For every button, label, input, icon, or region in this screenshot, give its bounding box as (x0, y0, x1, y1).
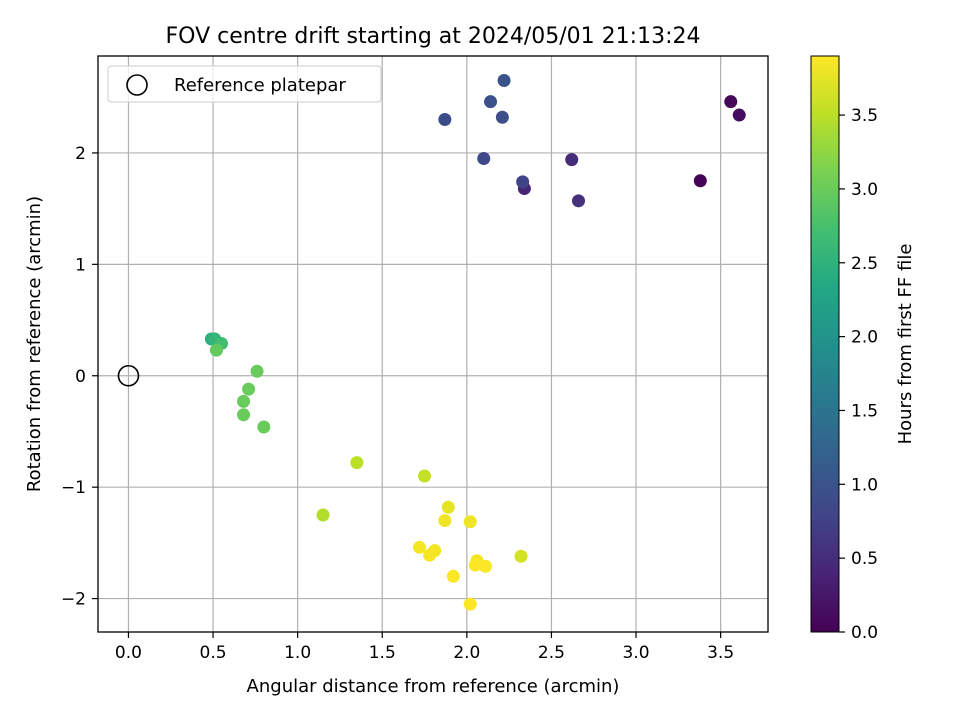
data-point (478, 559, 492, 573)
x-tick-label: 1.0 (284, 643, 311, 663)
data-point (724, 95, 738, 109)
data-point (441, 500, 455, 514)
data-point (423, 548, 437, 562)
colorbar-tick-label: 2.0 (851, 328, 878, 348)
x-axis-label: Angular distance from reference (arcmin) (247, 676, 620, 697)
data-point (484, 95, 498, 109)
data-point (572, 194, 586, 208)
data-point (565, 153, 579, 167)
colorbar-tick-label: 3.0 (851, 180, 878, 200)
y-tick-label: 0 (75, 367, 86, 387)
data-point (732, 108, 746, 122)
data-point (463, 515, 477, 529)
data-point (693, 174, 707, 188)
data-point (237, 408, 251, 422)
legend-marker-icon (126, 74, 148, 96)
colorbar-label: Hours from first FF file (895, 244, 916, 445)
x-axis-ticks: 0.0 0.5 1.0 1.5 2.0 2.5 3.0 3.5 (115, 632, 734, 663)
colorbar-tick-label: 0.0 (851, 623, 878, 643)
data-point (477, 151, 491, 165)
data-point (257, 420, 271, 434)
data-point (418, 469, 432, 483)
data-point (438, 514, 452, 528)
x-tick-label: 2.5 (538, 643, 565, 663)
data-point (242, 382, 256, 396)
data-point (237, 394, 251, 408)
colorbar-tick-label: 1.5 (851, 401, 878, 421)
y-axis-ticks: −2 −1 0 1 2 (61, 144, 98, 610)
data-points (204, 74, 746, 611)
y-tick-label: 1 (75, 255, 86, 275)
data-point (463, 597, 477, 611)
data-point (412, 540, 426, 554)
y-axis-label: Rotation from reference (arcmin) (24, 196, 45, 492)
data-point (514, 549, 528, 563)
data-point (316, 508, 330, 522)
legend-box (107, 65, 382, 103)
colorbar-ticks: 0.0 0.5 1.0 1.5 2.0 2.5 3.0 3.5 (839, 106, 878, 643)
x-tick-label: 3.0 (623, 643, 650, 663)
y-tick-label: −2 (61, 590, 86, 610)
x-tick-label: 0.5 (200, 643, 227, 663)
legend: Reference platepar (107, 65, 382, 103)
colorbar-tick-label: 1.0 (851, 475, 878, 495)
colorbar-tick-label: 3.5 (851, 106, 878, 126)
data-point (250, 364, 264, 378)
plot-area-frame (97, 55, 769, 633)
data-point (497, 74, 511, 88)
data-point (516, 175, 530, 189)
x-tick-label: 2.0 (453, 643, 480, 663)
legend-entry-reference-platepar: Reference platepar (174, 75, 346, 96)
data-point (468, 558, 482, 572)
x-tick-label: 1.5 (369, 643, 396, 663)
data-point (350, 456, 364, 470)
y-tick-label: 2 (75, 144, 86, 164)
x-tick-label: 0.0 (115, 643, 142, 663)
data-point (438, 113, 452, 127)
colorbar-tick-label: 2.5 (851, 254, 878, 274)
data-point (446, 569, 460, 583)
reference-platepar-marker (117, 364, 140, 387)
chart-title: FOV centre drift starting at 2024/05/01 … (166, 24, 701, 49)
y-tick-label: −1 (61, 478, 86, 498)
data-point (209, 343, 223, 357)
x-tick-label: 3.5 (707, 643, 734, 663)
data-point (495, 110, 509, 124)
colorbar (810, 55, 840, 633)
colorbar-tick-label: 0.5 (851, 549, 878, 569)
